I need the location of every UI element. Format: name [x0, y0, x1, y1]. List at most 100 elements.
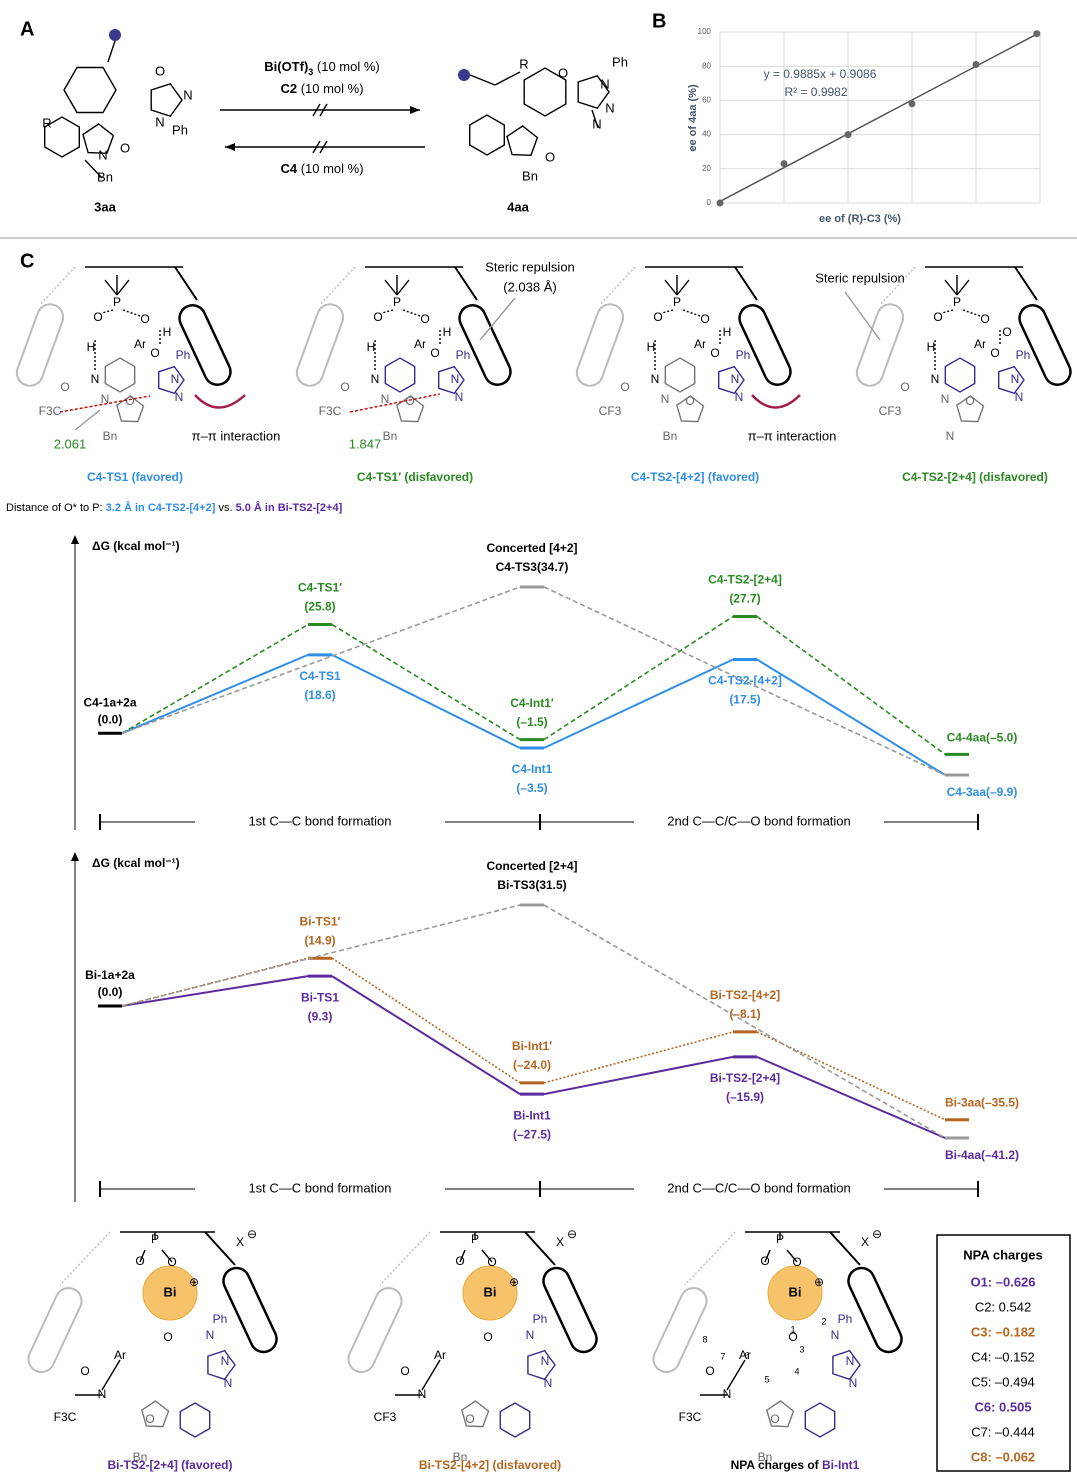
stage-label: 1st C—C bond formation [248, 1180, 391, 1195]
structure-caption: C4-TS1 (favored) [87, 470, 183, 484]
label-part: (–35.5) [981, 1096, 1019, 1110]
npa-row: C7: –0.444 [971, 1424, 1035, 1439]
atom-label: O [140, 312, 149, 326]
level-label: Bi-TS2-[2+4] [710, 1071, 780, 1085]
distance-note: Distance of O* to P: 3.2 Å in C4-TS2-[4+… [6, 501, 343, 514]
atom-label: N [651, 372, 660, 386]
atom-label: O [760, 1254, 769, 1268]
atom-label: N [849, 1376, 858, 1390]
atom-label: O [430, 346, 439, 360]
reagent: Bi(OTf)3 (10 mol %) [264, 59, 380, 77]
panel-label: A [20, 18, 34, 40]
atom-label: X [236, 1235, 244, 1249]
level-value: (–8.1) [729, 1007, 760, 1021]
stage-label: 1st C—C bond formation [248, 813, 391, 828]
arrow-head [410, 106, 420, 114]
leader [845, 292, 880, 340]
atom-label: N [175, 390, 184, 404]
level-header: Concerted [4+2] [486, 541, 577, 555]
atom-label: O [980, 312, 989, 326]
ring [507, 126, 537, 155]
atom-label: N [451, 372, 460, 386]
arrow-head [225, 143, 235, 151]
linker [735, 267, 757, 300]
y-axis-label: ΔG (kcal mol⁻¹) [92, 856, 180, 870]
atom-label: H [87, 340, 96, 354]
atom-label: O [705, 1364, 714, 1378]
atom-label: 1 [790, 1324, 795, 1334]
structure-caption: Bi-TS2-[2+4] (favored) [107, 1458, 232, 1472]
connector [757, 660, 945, 775]
atom-label: N [931, 372, 940, 386]
atom-label: N [183, 87, 192, 102]
curved-arrow [195, 395, 245, 408]
atom-label: N [221, 1354, 230, 1368]
level-label: Bi-Int1′ [512, 1039, 552, 1053]
ring [805, 1403, 834, 1437]
atom-label: N [731, 372, 740, 386]
atom-label: P [776, 1232, 784, 1246]
atom-label: CF3 [374, 1410, 397, 1424]
atom-label: O [120, 140, 130, 155]
leader [75, 410, 100, 430]
bond [957, 280, 969, 295]
stage-label: 2nd C—C/C—O bond formation [667, 813, 851, 828]
atom-label: Ar [434, 1348, 446, 1362]
atom-label: O [465, 1412, 474, 1426]
atom-label: O [710, 346, 719, 360]
distance-label: 2.061 [54, 436, 87, 451]
atom-label: F3C [54, 1410, 77, 1424]
atom-label: P [673, 295, 681, 309]
atom-label: Bi [484, 1284, 497, 1299]
npa-row: C5: –0.494 [971, 1374, 1035, 1389]
annotation: Steric repulsion [815, 270, 905, 285]
atom-label: H [723, 325, 732, 339]
level-value: (–1.5) [516, 715, 547, 729]
label-part: Bi(OTf) [264, 59, 308, 74]
curved-arrow [752, 395, 800, 408]
linker [60, 1232, 110, 1285]
atom-label: O [900, 380, 909, 394]
label-part: C4 [280, 161, 297, 176]
connector [757, 617, 945, 755]
atom-label: 4 [794, 1366, 799, 1376]
label-part: (–5.0) [986, 731, 1017, 745]
level-label: Bi-TS2-[4+2] [710, 988, 780, 1002]
ring [151, 84, 182, 116]
label-part: Bi-TS2-[2+4] (favored) [107, 1458, 232, 1472]
marker-dot [458, 69, 470, 81]
catalyst-arm [573, 301, 627, 390]
atom-label: O [455, 1254, 464, 1268]
atom-label: H [647, 340, 656, 354]
npa-row: C8: –0.062 [971, 1449, 1035, 1464]
atom-label: N [206, 1328, 215, 1342]
atom-label: O [558, 65, 568, 80]
atom-label: 5 [764, 1374, 769, 1384]
atom-label: O [1002, 325, 1011, 339]
level-label: C4-Int1 [512, 762, 553, 776]
atom-label: Ar [114, 1348, 126, 1362]
linker [525, 1232, 555, 1265]
linker [685, 1232, 735, 1285]
atom-label: 7 [720, 1351, 725, 1361]
atom-label: O [145, 1412, 154, 1426]
atom-label: N [371, 372, 380, 386]
level-value: (14.9) [304, 933, 335, 947]
data-point [717, 200, 724, 207]
bond [945, 280, 957, 295]
label-part: C4-3aa [947, 785, 987, 799]
atom-label: N [381, 392, 390, 406]
atom-label: O [400, 1364, 409, 1378]
atom-label: O [93, 310, 102, 324]
level-value: (9.3) [308, 1009, 333, 1023]
bond [123, 310, 140, 316]
bond [102, 310, 113, 313]
annotation: π–π interaction [748, 428, 837, 443]
data-point [909, 100, 916, 107]
atom-label: O [167, 1255, 176, 1269]
npa-row: C3: –0.182 [971, 1324, 1035, 1339]
label-part: (–9.9) [986, 785, 1017, 799]
atom-label: ⊖ [247, 1227, 257, 1241]
y-tick-label: 20 [702, 164, 711, 173]
axis-arrow [71, 535, 79, 544]
